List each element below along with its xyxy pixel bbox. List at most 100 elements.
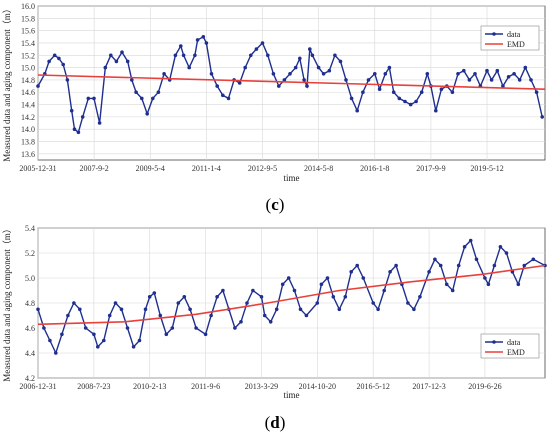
- data-point: [450, 288, 455, 293]
- data-point: [498, 245, 503, 249]
- x-axis-label-d: time: [284, 390, 300, 400]
- x-tick-label: 2019-6-26: [468, 382, 501, 391]
- data-point: [103, 65, 108, 70]
- caption-paren-close: ): [279, 195, 285, 214]
- data-point: [529, 78, 533, 82]
- x-tick-label: 2016-1-8: [360, 164, 389, 173]
- y-tick-label: 15.2: [21, 51, 35, 60]
- data-point: [425, 72, 430, 76]
- data-point: [298, 56, 302, 61]
- series-line-emd: [37, 74, 546, 90]
- series-group-c: [36, 35, 546, 135]
- data-point: [433, 257, 437, 262]
- data-point: [355, 263, 360, 268]
- caption-paren-close: ): [280, 413, 286, 432]
- data-point: [36, 84, 40, 88]
- data-point: [66, 313, 70, 318]
- legend-marker: [492, 32, 496, 36]
- data-point: [403, 99, 407, 104]
- data-point: [534, 90, 539, 94]
- data-point: [406, 301, 410, 305]
- data-point: [517, 78, 522, 82]
- data-point: [137, 338, 142, 343]
- data-point: [282, 78, 287, 82]
- data-point: [107, 313, 112, 318]
- legend-label-data: data: [507, 30, 521, 39]
- data-point: [522, 263, 527, 268]
- data-point: [194, 326, 198, 330]
- data-point: [54, 351, 58, 355]
- data-point: [170, 326, 175, 330]
- x-axis-label-c: time: [284, 173, 300, 183]
- data-point: [271, 72, 276, 76]
- data-point: [504, 251, 509, 255]
- data-point: [76, 130, 81, 135]
- data-point: [331, 295, 336, 299]
- data-point: [78, 307, 82, 312]
- data-point: [120, 50, 124, 54]
- data-point: [376, 307, 380, 312]
- data-point: [102, 338, 106, 343]
- legend-label-emd: EMD: [507, 40, 525, 49]
- legend-marker: [492, 340, 496, 344]
- data-point: [131, 345, 136, 349]
- data-point: [72, 127, 77, 131]
- data-point: [468, 238, 473, 243]
- data-point: [310, 53, 315, 58]
- data-point: [239, 320, 243, 324]
- data-point: [321, 72, 326, 76]
- caption-letter-c: c: [271, 195, 279, 214]
- data-point: [69, 108, 74, 113]
- x-tick-label: 2005-12-31: [19, 164, 56, 173]
- y-tick-label: 14.2: [21, 113, 35, 122]
- data-point: [221, 288, 225, 293]
- data-point: [262, 313, 267, 318]
- y-tick-label: 5.0: [25, 274, 35, 283]
- data-point: [387, 65, 392, 70]
- caption-letter-d: d: [270, 413, 280, 432]
- data-point: [259, 295, 264, 299]
- data-point: [349, 270, 354, 274]
- data-point: [251, 288, 255, 293]
- data-point: [147, 295, 152, 299]
- data-point: [540, 115, 544, 119]
- gridlines-d: [37, 227, 545, 379]
- data-point: [215, 84, 219, 88]
- x-tick-label: 2014-10-20: [299, 382, 336, 391]
- data-point: [361, 90, 365, 94]
- data-point: [243, 65, 247, 70]
- plot-area-c: [37, 5, 546, 161]
- data-point: [456, 72, 460, 76]
- data-point: [130, 78, 134, 82]
- y-tick-label: 16.0: [21, 2, 35, 11]
- data-point: [462, 245, 467, 249]
- data-point: [158, 313, 163, 318]
- x-tick-labels-c: 2005-12-31 2007-9-2 2009-5-4 2011-1-4 2012-9…: [19, 164, 503, 173]
- y-tick-label: 5.2: [25, 249, 35, 258]
- data-point: [292, 288, 297, 293]
- data-point: [80, 115, 85, 119]
- data-point: [143, 307, 148, 312]
- chart-panel-d: 4.2 4.4 4.6 4.8 5.0 5.2 5.4 2006-12-31 2008-7-2…: [2, 224, 547, 432]
- x-tick-label: 2012-9-5: [248, 164, 277, 173]
- data-point: [293, 65, 298, 70]
- data-point: [201, 35, 206, 39]
- legend-label-data: data: [507, 338, 521, 347]
- data-point: [179, 44, 183, 48]
- data-point: [233, 326, 237, 330]
- data-point: [506, 75, 511, 79]
- data-point: [188, 307, 192, 312]
- data-point: [125, 326, 130, 330]
- data-point: [125, 59, 130, 64]
- data-point: [474, 257, 479, 262]
- data-point: [473, 72, 477, 76]
- series-line-data: [37, 239, 546, 355]
- data-point: [140, 96, 144, 101]
- data-point: [86, 96, 91, 101]
- y-tick-label: 15.6: [21, 27, 35, 36]
- data-point: [195, 38, 200, 42]
- data-point: [325, 276, 330, 280]
- data-point: [304, 313, 309, 318]
